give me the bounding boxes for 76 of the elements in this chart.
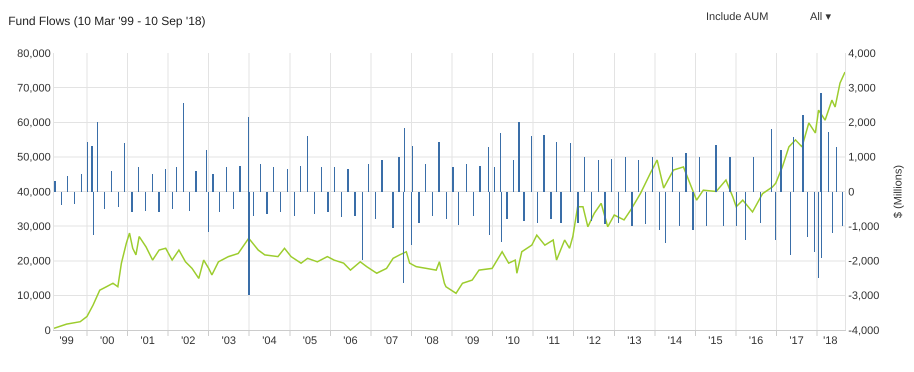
bar xyxy=(392,192,394,228)
bar xyxy=(239,166,241,192)
bar xyxy=(418,192,420,223)
bar xyxy=(518,122,520,192)
y2-tick-label: 2,000 xyxy=(848,117,876,130)
bar xyxy=(381,160,383,192)
y-tick-label: 20,000 xyxy=(17,256,51,268)
x-tick-label: '11 xyxy=(546,335,560,348)
x-tick-label: '14 xyxy=(668,335,682,348)
bar xyxy=(479,166,481,192)
bar xyxy=(131,192,133,212)
x-tick-label: '13 xyxy=(627,335,642,348)
bar xyxy=(715,145,717,192)
bar xyxy=(398,157,400,192)
chart-title: Fund Flows (10 Mar '99 - 10 Sep '18) xyxy=(8,14,206,28)
y-tick-label: 10,000 xyxy=(17,290,51,302)
bar xyxy=(327,192,329,212)
bar xyxy=(438,142,440,192)
y2-tick-label: 3,000 xyxy=(848,82,876,94)
bar xyxy=(577,192,579,223)
x-tick-label: '09 xyxy=(464,335,480,348)
y2-tick-label: 4,000 xyxy=(848,48,876,60)
bar xyxy=(729,157,731,192)
bar xyxy=(604,192,606,224)
bar xyxy=(212,174,214,192)
y-tick-label: 70,000 xyxy=(17,82,51,94)
bar xyxy=(354,192,356,216)
bar xyxy=(543,135,545,192)
y-tick-label: 30,000 xyxy=(17,220,51,233)
bar xyxy=(523,192,525,221)
x-tick-label: '02 xyxy=(181,335,196,348)
x-tick-label: '01 xyxy=(140,335,155,348)
x-tick-label: '12 xyxy=(586,335,602,348)
text: All ▾ xyxy=(810,11,832,23)
x-tick-label: '18 xyxy=(823,335,838,348)
x-tick-label: '99 xyxy=(59,335,74,348)
x-tick-label: '16 xyxy=(748,335,764,348)
bar xyxy=(780,150,782,192)
y-tick-label: 60,000 xyxy=(17,117,51,130)
y2-tick-label: -1,000 xyxy=(848,220,880,233)
bar xyxy=(685,153,687,192)
bar xyxy=(692,192,694,230)
y-tick-label: 50,000 xyxy=(17,152,51,164)
x-tick-label: '06 xyxy=(343,335,358,348)
bar xyxy=(347,169,349,192)
y2-axis-title: $ (Millions) xyxy=(892,164,905,218)
y2-tick-label: 1,000 xyxy=(848,152,876,164)
bar xyxy=(631,192,633,226)
x-tick-label: '17 xyxy=(789,335,804,348)
y-tick-label: 80,000 xyxy=(17,48,51,60)
x-tick-label: '03 xyxy=(222,335,236,348)
x-tick-label: '00 xyxy=(100,335,114,348)
x-tick-label: '05 xyxy=(302,335,318,348)
bar xyxy=(452,167,454,192)
bar xyxy=(550,192,552,219)
x-tick-label: '15 xyxy=(708,335,723,348)
text: Include AUM xyxy=(706,11,768,23)
x-tick-label: '10 xyxy=(506,335,520,348)
line-series xyxy=(54,71,845,330)
y2-tick-label: -2,000 xyxy=(848,256,880,268)
bar xyxy=(91,146,93,192)
bar xyxy=(560,192,562,223)
x-tick-label: '08 xyxy=(424,335,439,348)
y2-tick-label: -4,000 xyxy=(848,324,880,337)
bar xyxy=(802,115,804,192)
bar xyxy=(506,192,508,219)
bar xyxy=(158,192,160,212)
y-tick-label: 0 xyxy=(44,324,51,337)
y-tick-label: 40,000 xyxy=(17,186,51,198)
bar xyxy=(195,171,197,192)
bar xyxy=(266,192,268,214)
x-tick-label: '07 xyxy=(384,335,398,348)
x-tick-label: '04 xyxy=(262,335,277,348)
y2-tick-label: 0 xyxy=(848,186,854,198)
y2-tick-label: -3,000 xyxy=(848,290,880,302)
bar xyxy=(54,181,56,192)
